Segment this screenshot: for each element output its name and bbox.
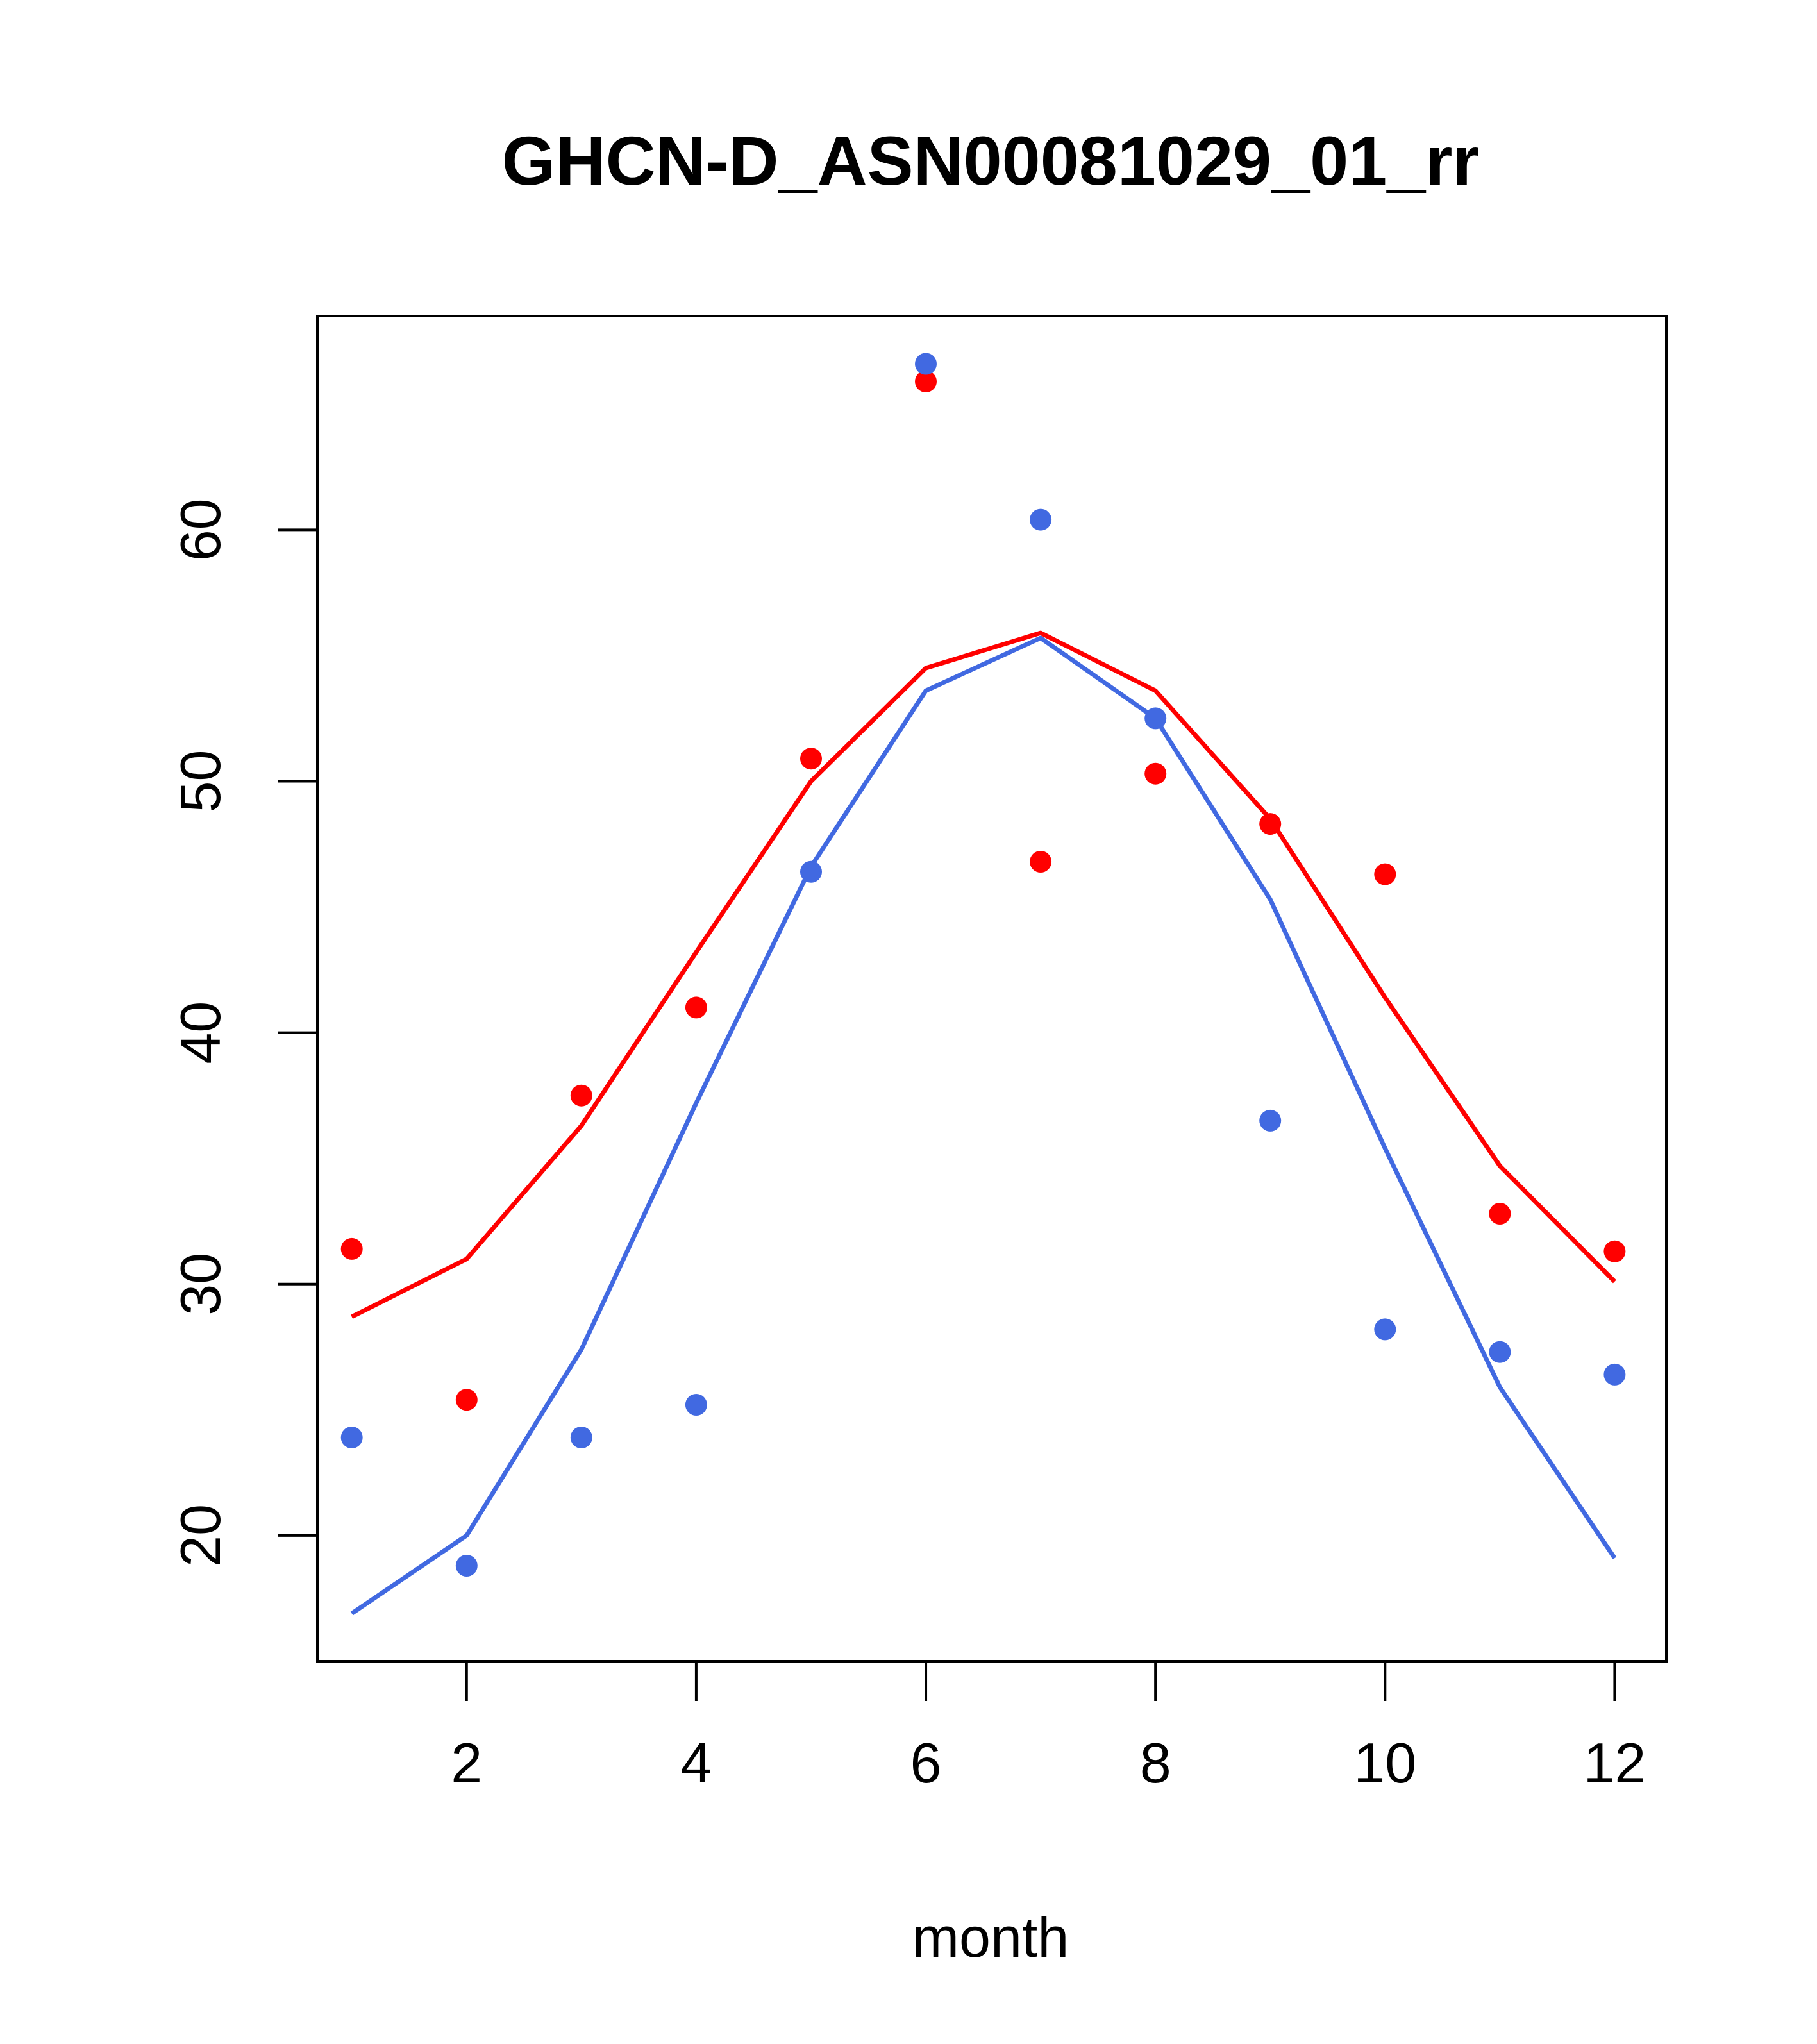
series-2-point (915, 353, 937, 375)
series-2-point (455, 1555, 478, 1577)
y-tick-label: 30 (169, 1253, 232, 1316)
x-tick-label: 8 (1140, 1731, 1171, 1795)
y-tick-label: 20 (169, 1504, 232, 1567)
series-2-point (570, 1427, 592, 1448)
x-tick-label: 10 (1353, 1731, 1416, 1795)
y-tick-label: 50 (169, 750, 232, 813)
x-tick-label: 2 (451, 1731, 482, 1795)
series-2-point (1030, 508, 1052, 531)
x-axis: 2 4 6 8 10 12 (451, 1660, 1646, 1795)
series-2-point (1603, 1363, 1626, 1386)
series-1-point (1603, 1240, 1626, 1262)
series-2-point (1144, 707, 1167, 730)
y-tick-label: 60 (169, 498, 232, 561)
series-1-point (340, 1237, 363, 1260)
series-1-point (1144, 762, 1167, 785)
series-1-line (351, 630, 1616, 1319)
series-1-point (455, 1389, 478, 1411)
x-tick-label: 6 (910, 1731, 942, 1795)
series-1-point (915, 371, 937, 392)
chart-title: GHCN-D_ASN00081029_01_rr (502, 122, 1480, 199)
y-tick-label: 40 (169, 1001, 232, 1064)
series-1-point (685, 996, 707, 1019)
series-2-point (1489, 1341, 1511, 1363)
series-2-line (350, 635, 1617, 1616)
series-2-point (340, 1427, 363, 1448)
series-2-point (1259, 1109, 1282, 1132)
x-tick-label: 12 (1583, 1731, 1646, 1795)
series-1-point (1030, 851, 1052, 873)
series-2-point (1374, 1318, 1396, 1341)
x-tick-label: 4 (680, 1731, 712, 1795)
y-axis: 20 30 40 50 60 (169, 498, 319, 1567)
series-layer (340, 353, 1626, 1616)
series-2-point (685, 1394, 707, 1416)
series-1-point (1489, 1203, 1511, 1225)
series-1-point (800, 748, 822, 770)
series-1-point (1259, 813, 1282, 835)
series-2-point (800, 860, 822, 883)
series-1-point (1374, 863, 1396, 885)
series-1-point (570, 1084, 592, 1107)
x-axis-label: month (912, 1906, 1069, 1969)
